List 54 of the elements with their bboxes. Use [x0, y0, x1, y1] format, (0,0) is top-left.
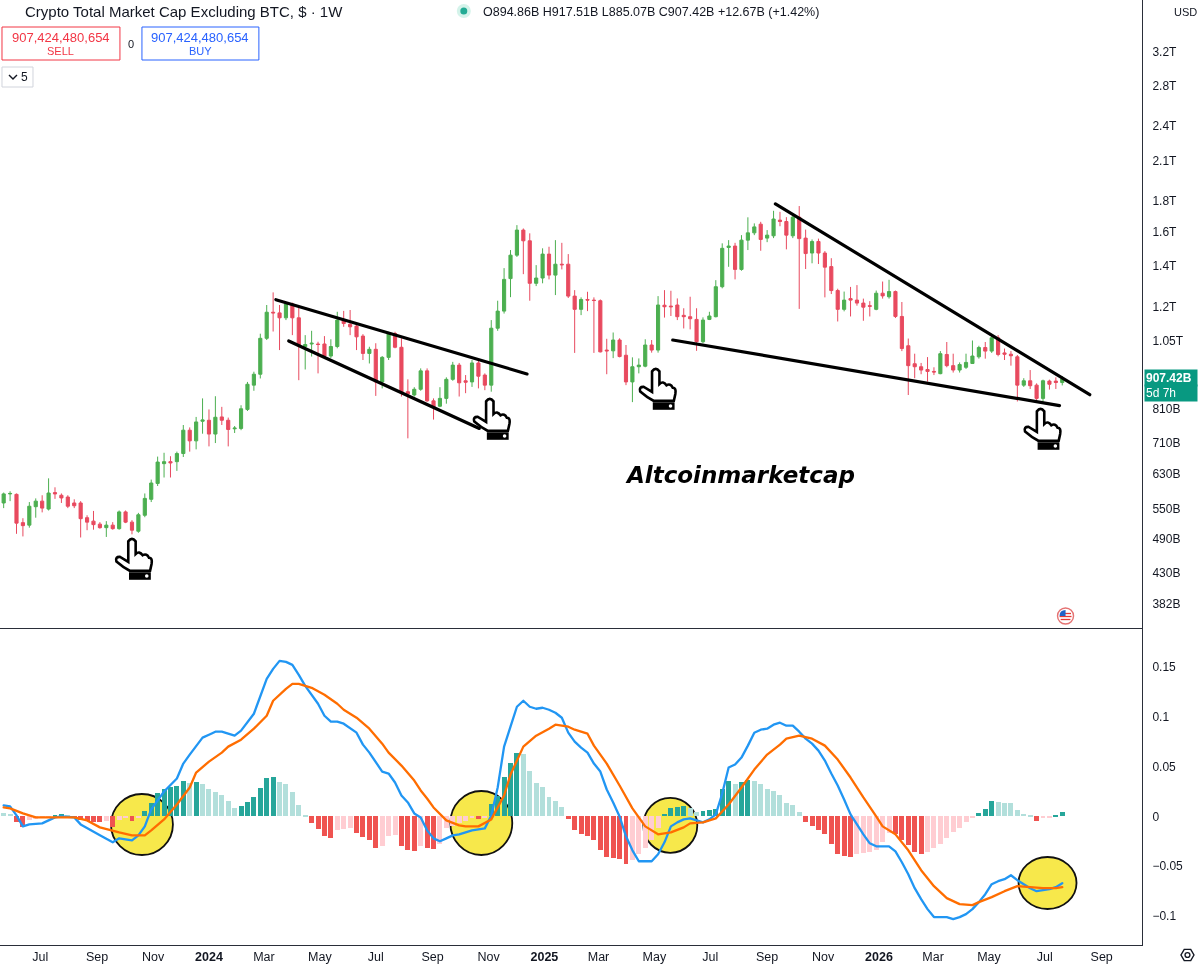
- x-tick-label: Sep: [756, 950, 779, 964]
- y-tick-label: 1.2T: [1152, 299, 1178, 314]
- y-tick-label: 2.8T: [1152, 79, 1178, 94]
- x-tick-label: May: [977, 950, 1002, 964]
- y-tick-label: 0.15: [1152, 660, 1177, 675]
- y-tick-label: 0.1: [1152, 709, 1170, 724]
- y-tick-label: 0: [1152, 809, 1160, 824]
- y-tick-label: 710B: [1152, 435, 1181, 450]
- x-tick-label: 2025: [530, 950, 559, 964]
- chart-title: Crypto Total Market Cap Excluding BTC, $ · 1W: [25, 3, 344, 20]
- y-tick-label: 2.1T: [1152, 154, 1178, 169]
- y-tick-label: 1.4T: [1152, 259, 1178, 274]
- x-tick-label: 2024: [195, 950, 223, 964]
- y-tick-label: 382B: [1152, 596, 1181, 611]
- x-tick-label: Nov: [141, 950, 165, 964]
- x-tick-label: Jul: [32, 950, 49, 964]
- annotation: SELL: [47, 45, 74, 57]
- y-tick-label: −0.05: [1152, 859, 1184, 874]
- x-tick-label: Sep: [86, 950, 109, 964]
- y-tick-label: 1.6T: [1152, 224, 1178, 239]
- x-tick-label: Mar: [253, 950, 275, 964]
- x-tick-label: Nov: [477, 950, 501, 964]
- annotation: BUY: [189, 45, 213, 57]
- x-tick-label: May: [308, 950, 333, 964]
- x-tick-label: Jul: [1036, 950, 1053, 964]
- annotation: 0: [128, 38, 135, 50]
- y-tick-label: 0.05: [1152, 759, 1177, 774]
- y-tick-label: 3.2T: [1152, 44, 1178, 59]
- y-tick-label: 630B: [1152, 466, 1181, 481]
- x-tick-label: Mar: [922, 950, 944, 964]
- text: USD: [1174, 6, 1198, 18]
- y-tick-label: −0.1: [1152, 909, 1177, 924]
- text: 907.42B: [1146, 371, 1192, 385]
- annotation: 907,424,480,654: [151, 30, 249, 45]
- annotation: Altcoinmarketcap: [625, 462, 855, 488]
- y-tick-label: 1.05T: [1152, 334, 1184, 349]
- y-tick-label: 2.4T: [1152, 119, 1178, 134]
- x-tick-label: May: [642, 950, 667, 964]
- annotation: 907,424,480,654: [12, 30, 110, 45]
- x-tick-label: Sep: [1090, 950, 1113, 964]
- x-tick-label: Nov: [811, 950, 835, 964]
- annotation: O894.86B H917.51B L885.07B C907.42B +12.67B (+1.42%): [483, 5, 820, 19]
- y-tick-label: 810B: [1152, 401, 1181, 416]
- x-tick-label: Sep: [421, 950, 444, 964]
- x-tick-label: Mar: [587, 950, 610, 964]
- x-tick-label: Jul: [367, 950, 384, 964]
- y-tick-label: 1.8T: [1152, 194, 1178, 209]
- y-tick-label: 490B: [1152, 532, 1181, 547]
- annotation: 5: [21, 70, 28, 84]
- y-tick-label: 430B: [1152, 566, 1181, 581]
- x-tick-label: Jul: [702, 950, 719, 964]
- x-tick-label: 2026: [865, 950, 893, 964]
- y-tick-label: 550B: [1152, 502, 1181, 517]
- text: 5d 7h: [1146, 386, 1177, 400]
